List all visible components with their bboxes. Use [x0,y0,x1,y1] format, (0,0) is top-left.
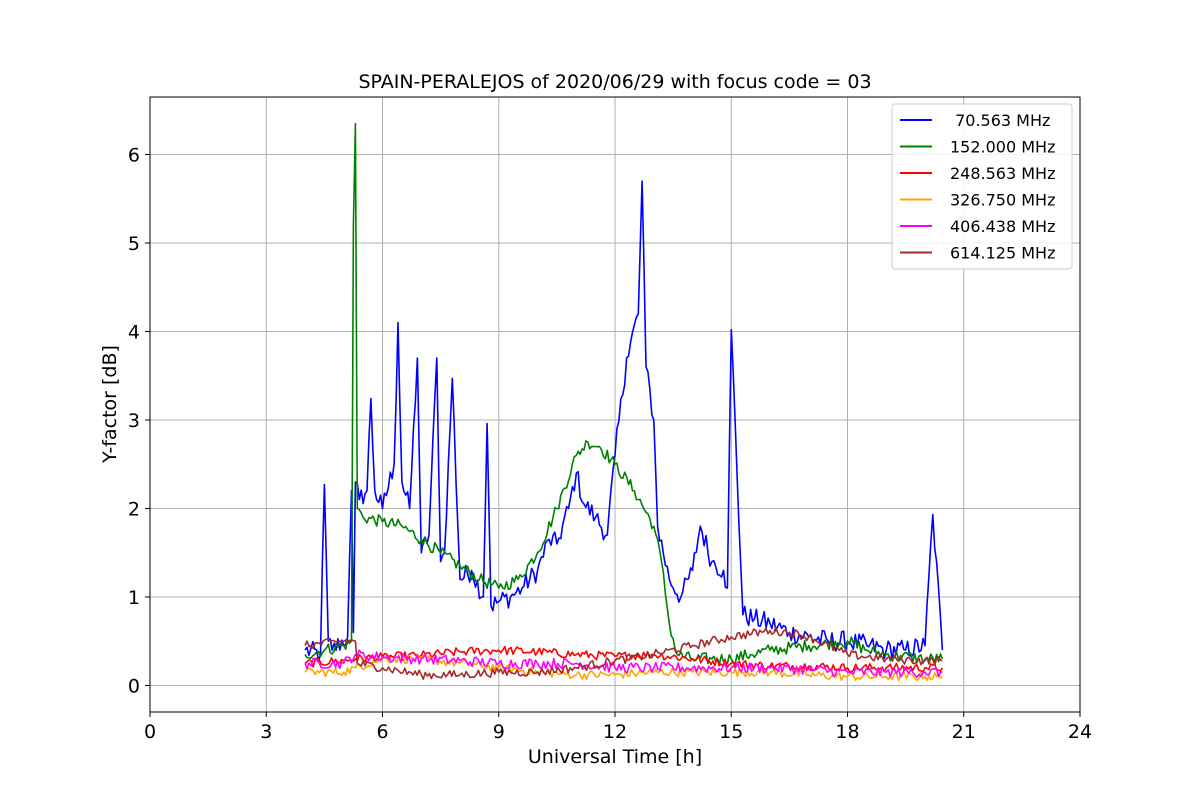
x-tick-label: 12 [603,721,627,743]
series-line-4 [304,653,943,682]
chart-title: SPAIN-PERALEJOS of 2020/06/29 with focus… [358,71,871,93]
series-line-2 [304,122,944,666]
legend-entry-label: 326.750 MHz [950,191,1055,210]
series-lines [304,122,944,682]
legend-entry-label: 406.438 MHz [950,217,1055,236]
y-tick-label: 1 [128,587,140,609]
x-tick-label: 21 [952,721,976,743]
legend-box [891,103,1073,270]
legend-entry-label: 248.563 MHz [950,164,1055,183]
legend-entry-label: 152.000 MHz [950,138,1055,157]
series-line-1 [304,180,944,662]
series-line-5 [304,649,943,679]
x-tick-label: 15 [719,721,743,743]
y-tick-label: 6 [128,145,140,167]
legend-entry-label: 70.563 MHz [950,111,1050,130]
legend-entry-label: 614.125 MHz [950,244,1055,263]
legend: 70.563 MHz 152.000 MHz 248.563 MHz 326.750 … [891,103,1073,270]
y-tick-label: 5 [128,233,140,255]
x-tick-label: 6 [376,721,388,743]
y-tick-label: 0 [128,675,140,697]
y-tick-label: 4 [128,321,140,343]
x-axis-label: Universal Time [h] [528,746,702,768]
x-tick-label: 3 [260,721,272,743]
y-axis-label: Y-factor [dB] [99,345,121,464]
y-tick-label: 3 [128,410,140,432]
y-tick-label: 2 [128,498,140,520]
x-tick-label: 18 [835,721,859,743]
x-tick-label: 9 [493,721,505,743]
x-tick-label: 0 [144,721,156,743]
series-line-6 [304,626,943,681]
x-tick-label: 24 [1068,721,1092,743]
